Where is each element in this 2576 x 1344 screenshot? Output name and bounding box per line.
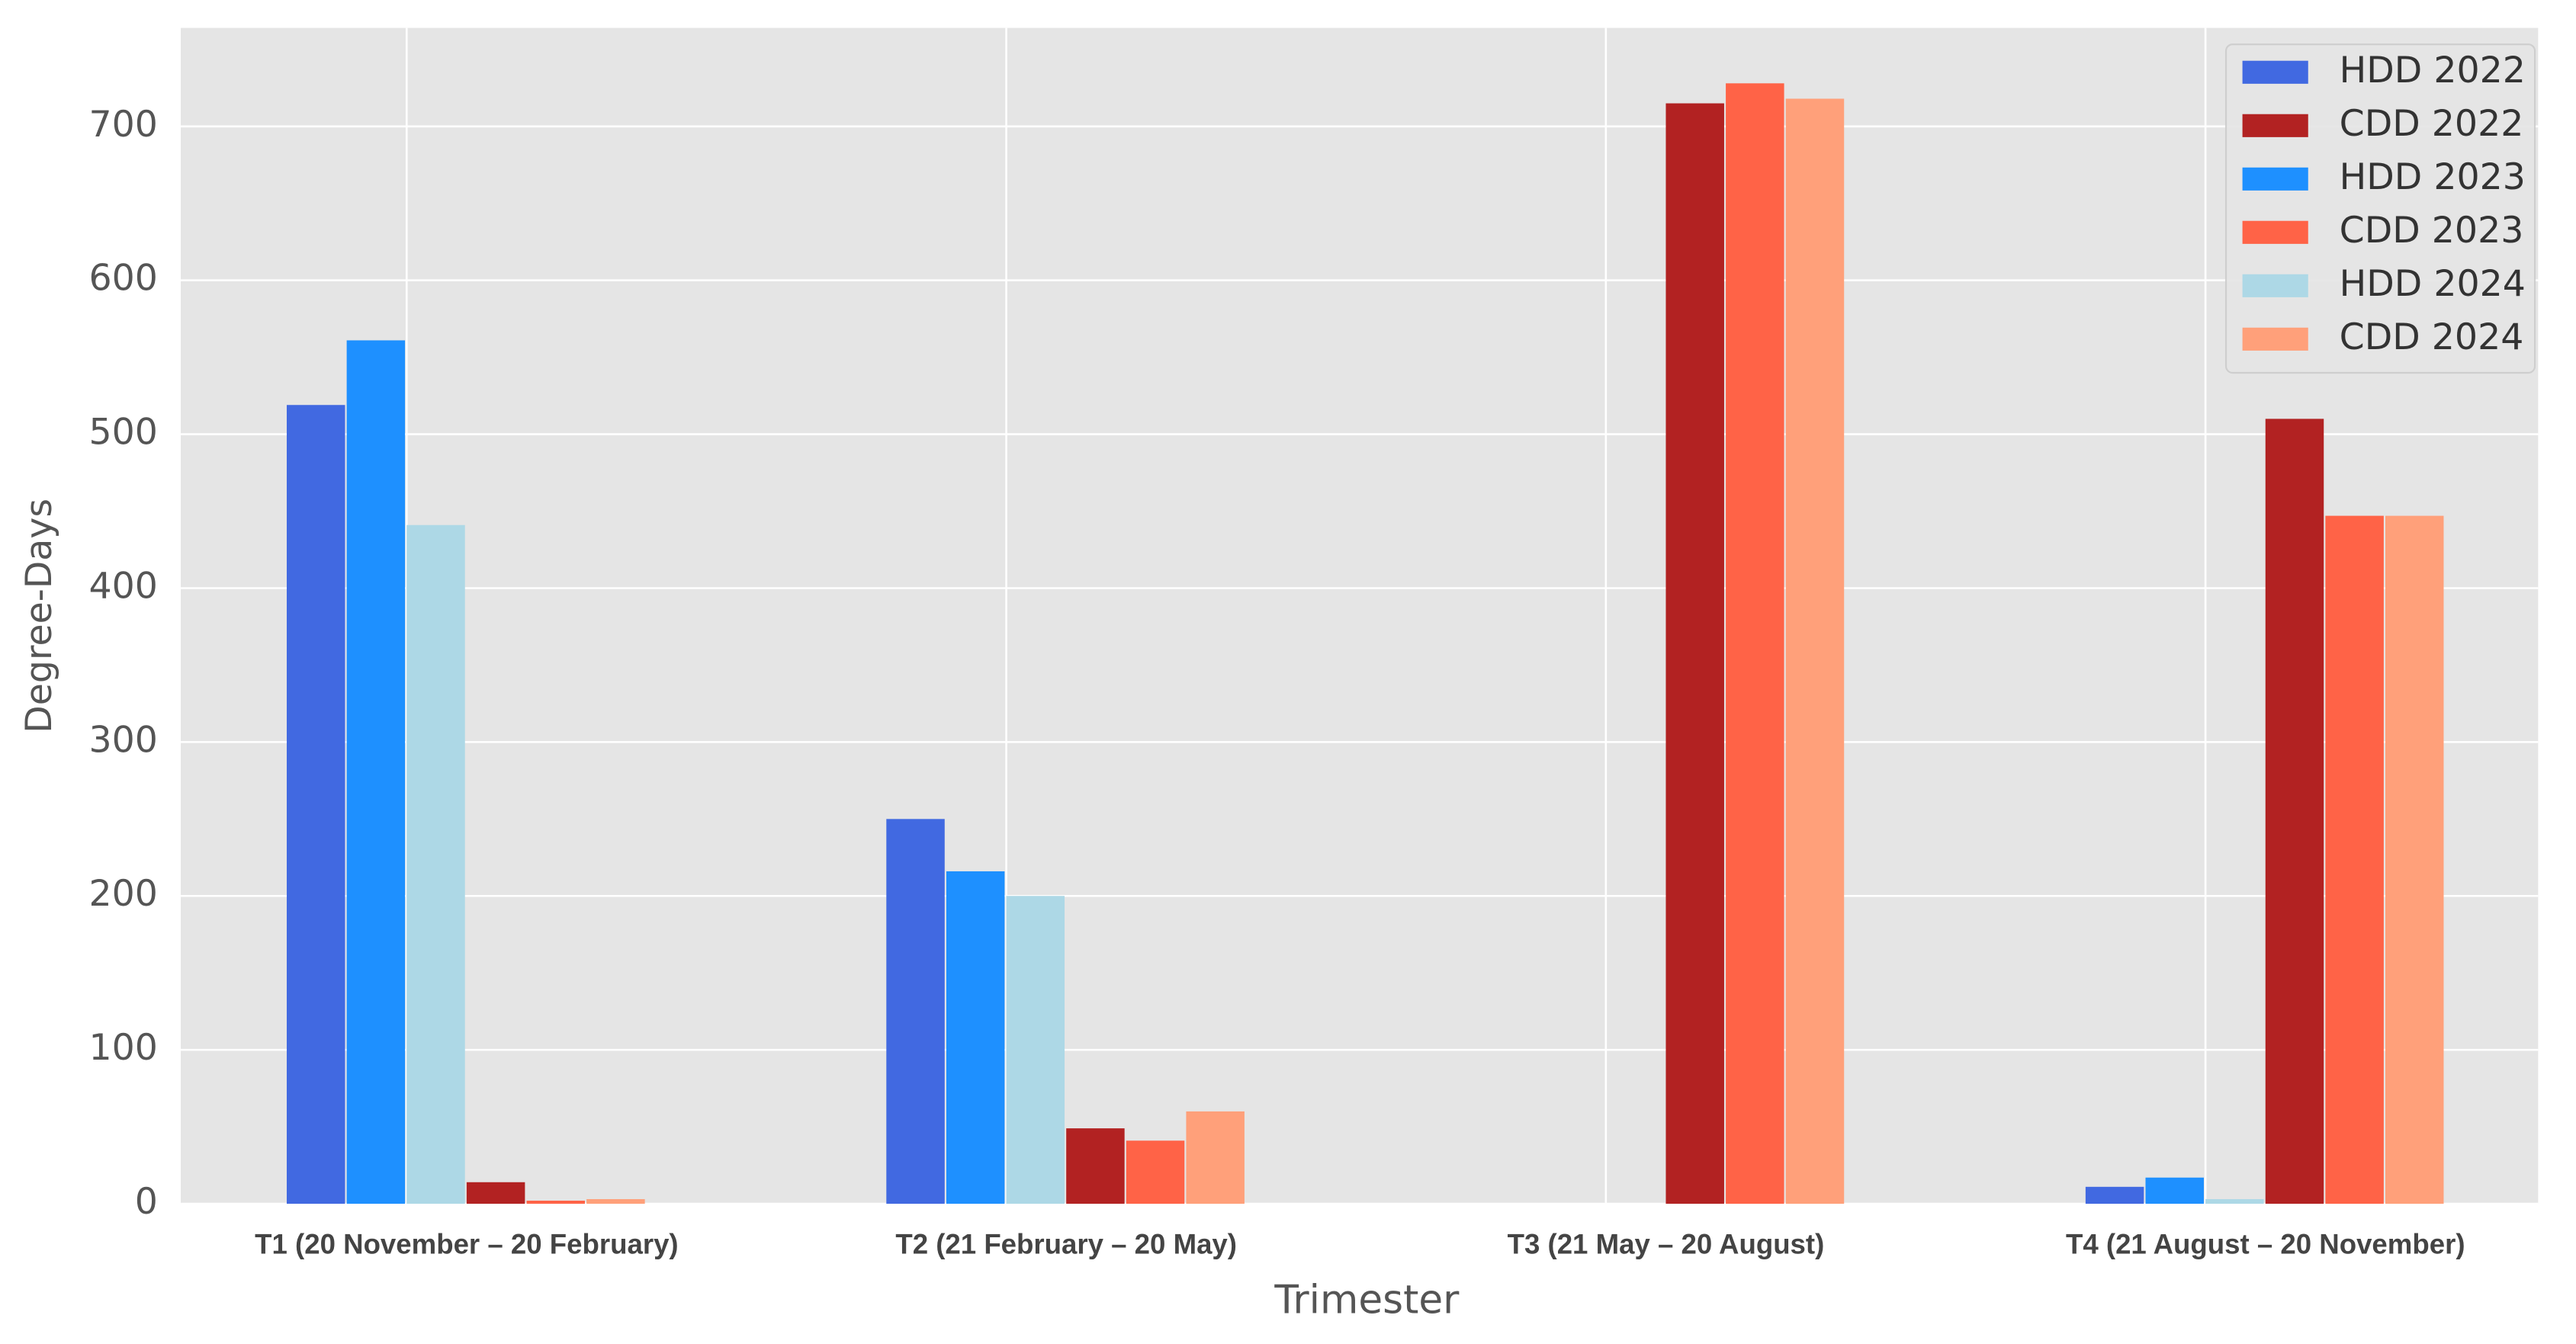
grid: [181, 27, 2539, 1205]
bar: [2085, 1186, 2144, 1204]
legend-label: CDD 2023: [2340, 210, 2524, 252]
legend-swatch: [2242, 274, 2308, 297]
bar: [1126, 1140, 1185, 1204]
bar: [526, 1200, 586, 1204]
bar: [466, 1182, 525, 1204]
plot-area: [181, 27, 2539, 1204]
y-tick-label: 100: [88, 1027, 157, 1069]
y-tick-label: 500: [88, 412, 157, 454]
x-tick-label: T3 (21 May – 20 August): [1508, 1229, 1825, 1260]
bar: [886, 819, 945, 1204]
bar: [406, 524, 465, 1204]
legend-swatch: [2242, 167, 2308, 191]
x-tick-label: T2 (21 February – 20 May): [895, 1229, 1237, 1260]
x-tick-label: T4 (21 August – 20 November): [2066, 1229, 2465, 1260]
x-tick-label: T1 (20 November – 20 February): [255, 1229, 678, 1260]
bar: [2205, 1198, 2264, 1204]
legend-label: HDD 2024: [2340, 263, 2526, 305]
bar: [287, 405, 345, 1204]
y-tick-label: 600: [88, 258, 157, 300]
legend-label: CDD 2024: [2340, 316, 2524, 358]
bar: [2145, 1177, 2204, 1204]
bar: [586, 1198, 645, 1204]
legend-swatch: [2242, 220, 2308, 244]
y-tick-label: 700: [88, 104, 157, 146]
bar: [2385, 515, 2444, 1204]
labels: 0 100 200 300 400 500 600 700 T1 (20 November – …: [88, 104, 2465, 1260]
legend-swatch: [2242, 114, 2308, 137]
legend: HDD 2022 CDD 2022 HDD 2023 CDD 2023 HDD 2024…: [2224, 43, 2536, 374]
bar: [1006, 896, 1065, 1204]
y-tick-label: 400: [88, 565, 157, 607]
legend-swatch: [2242, 327, 2308, 351]
bar: [1665, 103, 1724, 1204]
bar: [2325, 515, 2384, 1204]
bar: [1066, 1128, 1125, 1204]
bar: [2265, 419, 2324, 1204]
bars: [287, 83, 2444, 1204]
bar: [346, 340, 406, 1204]
bar: [1186, 1111, 1245, 1204]
y-tick-label: 200: [88, 873, 157, 915]
bar: [946, 871, 1005, 1204]
legend-swatch: [2242, 60, 2308, 84]
legend-label: HDD 2022: [2340, 50, 2526, 91]
bar: [1726, 83, 1784, 1204]
bar: [1785, 98, 1845, 1204]
y-tick-label: 0: [135, 1181, 158, 1223]
legend-label: CDD 2022: [2340, 103, 2524, 145]
y-tick-label: 300: [88, 719, 157, 761]
legend-label: HDD 2023: [2340, 156, 2526, 198]
x-axis-title: Trimester: [1274, 1277, 1460, 1323]
y-axis-title: Degree-Days: [18, 499, 60, 733]
